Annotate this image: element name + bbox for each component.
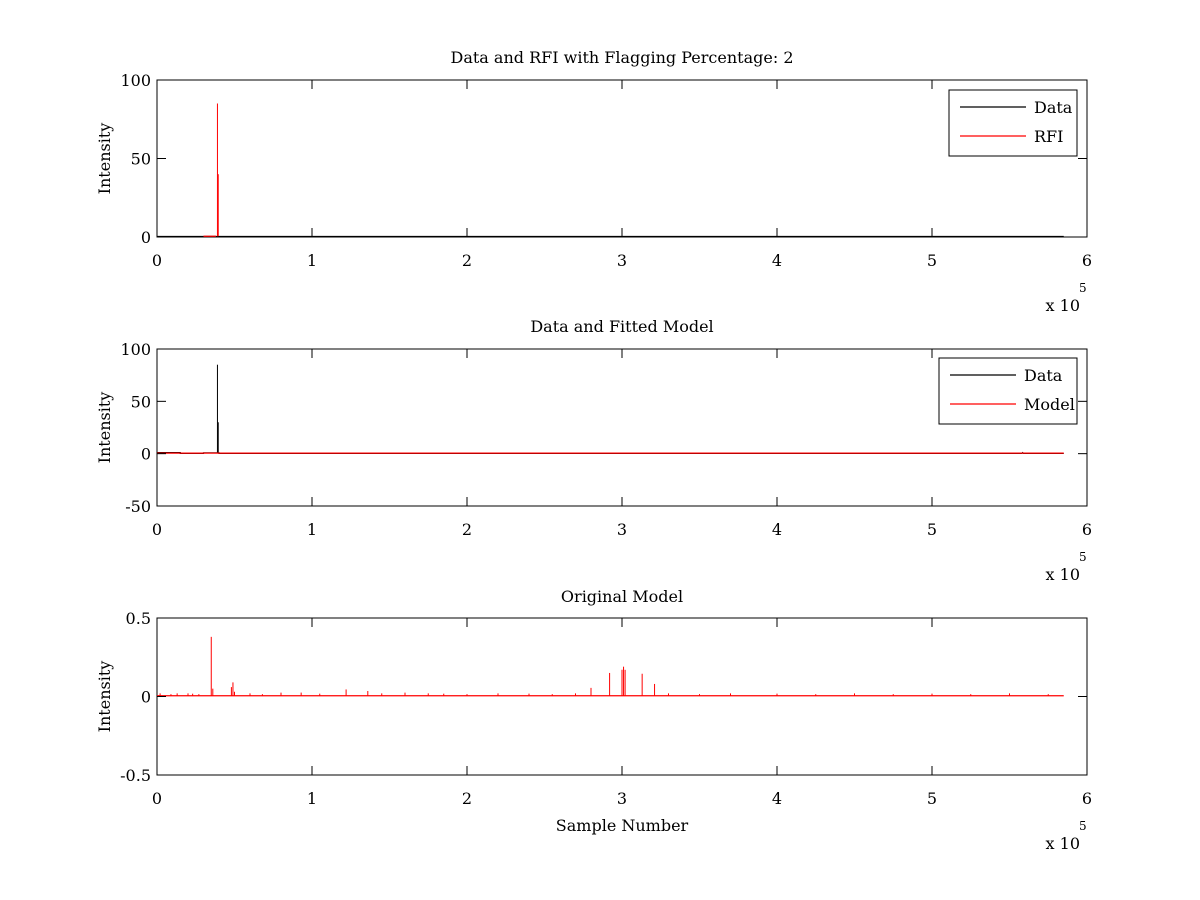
x-tick-label: 2	[462, 251, 472, 270]
chart-title: Original Model	[561, 587, 683, 606]
x-tick-label: 5	[927, 789, 937, 808]
y-tick-label: 50	[131, 392, 151, 411]
legend-box	[948, 89, 1078, 157]
x-tick-label: 2	[462, 520, 472, 539]
series-rfi-1	[203, 103, 219, 237]
legend: Data RFI	[948, 89, 1078, 157]
legend: Data Model	[938, 357, 1078, 425]
x-tick-label: 3	[617, 789, 627, 808]
y-tick-label: 0	[141, 228, 151, 247]
y-axis-label: Intensity	[95, 661, 114, 733]
y-tick-label: 0	[141, 688, 151, 707]
subplot-1: 0 1 2 3 4 5 6 0 50 100 Data and RFI with Flagging …	[95, 48, 1092, 315]
x-multiplier-base: x 10	[1046, 834, 1080, 853]
x-tick-label: 6	[1082, 520, 1092, 539]
x-multiplier-exponent: 5	[1079, 819, 1087, 833]
legend-box	[938, 357, 1078, 425]
legend-label: Model	[1024, 395, 1075, 414]
y-tick-label: 100	[120, 71, 151, 90]
x-tick-label: 6	[1082, 789, 1092, 808]
x-tick-label: 4	[772, 251, 782, 270]
x-tick-label: 1	[307, 789, 317, 808]
x-tick-label: 1	[307, 520, 317, 539]
x-tick-label: 0	[152, 251, 162, 270]
legend-label: Data	[1034, 98, 1073, 117]
series-model-3	[157, 636, 1064, 697]
x-tick-label: 3	[617, 251, 627, 270]
x-tick-label: 4	[772, 789, 782, 808]
x-tick-label: 0	[152, 520, 162, 539]
y-tick-label: -50	[125, 497, 151, 516]
x-tick-label: 0	[152, 789, 162, 808]
y-axis-label: Intensity	[95, 123, 114, 195]
x-tick-label: 2	[462, 789, 472, 808]
axes-frame	[156, 617, 1088, 776]
axes-frame	[156, 79, 1088, 238]
x-multiplier-base: x 10	[1046, 565, 1080, 584]
x-axis-label: Sample Number	[556, 816, 689, 835]
y-tick-label: 50	[131, 150, 151, 169]
y-tick-label: 100	[120, 340, 151, 359]
y-tick-label: -0.5	[120, 766, 151, 785]
x-multiplier-exponent: 5	[1079, 281, 1087, 295]
x-tick-label: 4	[772, 520, 782, 539]
x-tick-label: 6	[1082, 251, 1092, 270]
x-tick-label: 3	[617, 520, 627, 539]
y-tick-label: 0.5	[126, 609, 151, 628]
legend-label: RFI	[1034, 127, 1063, 146]
y-tick-label: 0	[141, 445, 151, 464]
x-multiplier-exponent: 5	[1079, 550, 1087, 564]
y-axis-label: Intensity	[95, 392, 114, 464]
axes-frame	[156, 348, 1088, 507]
x-tick-label: 5	[927, 520, 937, 539]
x-tick-label: 5	[927, 251, 937, 270]
x-multiplier-base: x 10	[1046, 296, 1080, 315]
chart-title: Data and Fitted Model	[530, 317, 713, 336]
legend-label: Data	[1024, 366, 1063, 385]
chart-title: Data and RFI with Flagging Percentage: 2	[450, 48, 793, 67]
x-tick-label: 1	[307, 251, 317, 270]
